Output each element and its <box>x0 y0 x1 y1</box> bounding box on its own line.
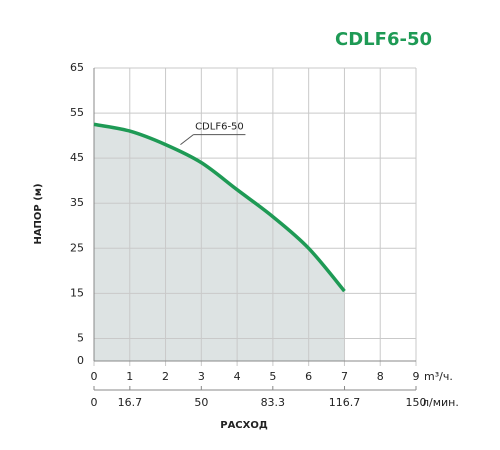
line <box>93 122 346 293</box>
x-tick-label: 7 <box>341 370 348 383</box>
chart-title: CDLF6-50 <box>335 29 432 50</box>
y-axis-title: НАПОР (м) <box>33 183 44 244</box>
x-tick-label: 5 <box>269 370 276 383</box>
series-label: CDLF6-50 <box>195 122 244 133</box>
x2-tick-label: 50 <box>194 396 208 409</box>
leader-line <box>180 134 194 146</box>
x2-tick-label: 16.7 <box>118 396 143 409</box>
y-tick-label: 45 <box>70 151 84 164</box>
x2-tick-label: 0 <box>91 396 98 409</box>
x-tick-label: 3 <box>198 370 205 383</box>
x-axis-title: РАСХОД <box>220 420 268 431</box>
x-tick-label: 6 <box>305 370 312 383</box>
x2-tick-label: 116.7 <box>329 396 361 409</box>
x-tick-label: 2 <box>162 370 169 383</box>
y-tick-label: 65 <box>70 61 84 74</box>
y-tick-label: 0 <box>77 354 84 367</box>
y-tick-label: 25 <box>70 241 84 254</box>
x-tick-label: 4 <box>234 370 241 383</box>
x-tick-label: 1 <box>126 370 133 383</box>
x2-tick-label: 83.3 <box>261 396 286 409</box>
area <box>94 124 345 361</box>
y-tick-label: 35 <box>70 196 84 209</box>
x2-tick-label: 150 <box>406 396 427 409</box>
x-tick-label: 0 <box>91 370 98 383</box>
x-unit: m³/ч. <box>424 370 453 383</box>
y-tick-label: 15 <box>70 286 84 299</box>
x-tick-label: 8 <box>377 370 384 383</box>
y-tick-label: 5 <box>77 331 84 344</box>
x-tick-label: 9 <box>413 370 420 383</box>
x2-unit: л/мин. <box>422 396 459 409</box>
y-tick-label: 55 <box>70 106 84 119</box>
